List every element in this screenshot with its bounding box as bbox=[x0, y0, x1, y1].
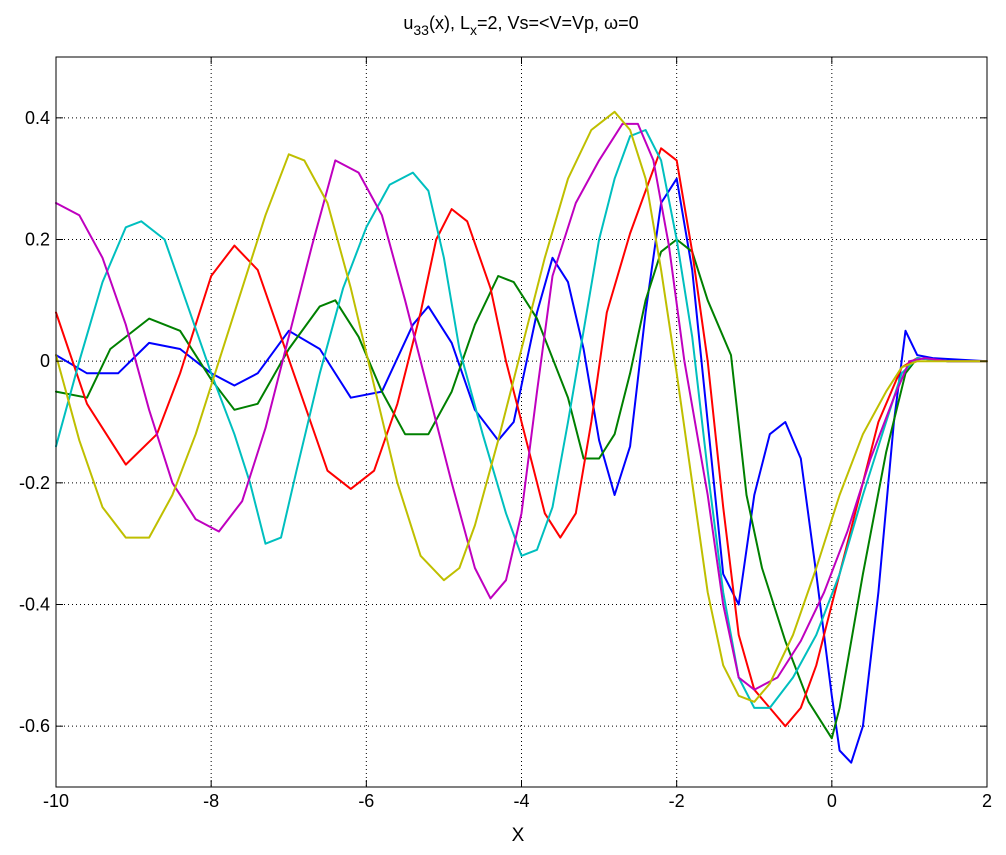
x-tick-label: -4 bbox=[513, 791, 529, 811]
x-tick-label: 0 bbox=[827, 791, 837, 811]
x-tick-label: -2 bbox=[669, 791, 685, 811]
y-tick-label: 0 bbox=[40, 351, 50, 371]
x-axis-label: X bbox=[512, 825, 525, 846]
y-tick-label: 0.4 bbox=[25, 108, 50, 128]
y-tick-label: -0.4 bbox=[19, 595, 50, 615]
x-tick-label: -6 bbox=[358, 791, 374, 811]
series-line-3 bbox=[55, 147, 988, 728]
y-tick-label: -0.6 bbox=[19, 716, 50, 736]
series-line-1 bbox=[55, 177, 988, 764]
chart-title: u33(x), Lx=2, Vs=<V=Vp, ω=0 bbox=[403, 13, 638, 38]
x-tick-label: -8 bbox=[203, 791, 219, 811]
series-line-4 bbox=[55, 129, 988, 709]
y-tick-label: 0.2 bbox=[25, 230, 50, 250]
x-tick-label: -10 bbox=[43, 791, 69, 811]
series-line-2 bbox=[55, 238, 988, 740]
series-group bbox=[55, 110, 988, 764]
series-line-5 bbox=[55, 122, 988, 691]
y-tick-labels: -0.6 -0.4 -0.2 0 0.2 0.4 bbox=[19, 108, 50, 736]
y-tick-label: -0.2 bbox=[19, 473, 50, 493]
tick-marks bbox=[55, 57, 988, 787]
series-line-6 bbox=[55, 110, 988, 703]
x-tick-label: 2 bbox=[982, 791, 992, 811]
x-tick-labels: -10 -8 -6 -4 -2 0 2 bbox=[43, 791, 992, 811]
